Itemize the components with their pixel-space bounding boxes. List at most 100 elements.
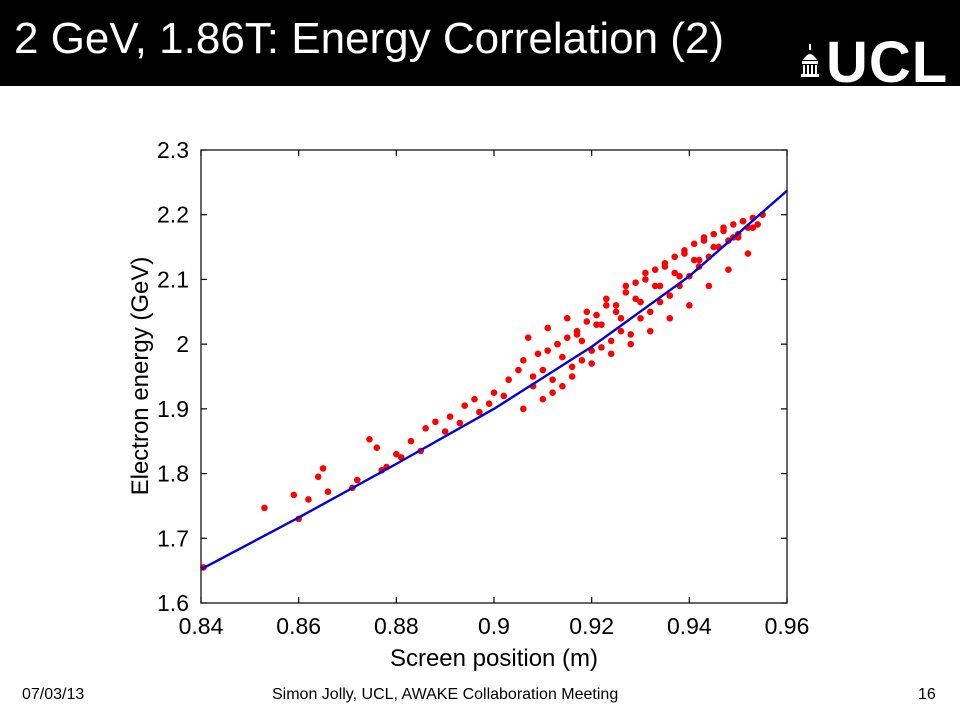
- data-point: [568, 373, 576, 380]
- x-tick-label: 0.94: [667, 613, 712, 639]
- data-point: [710, 230, 718, 238]
- x-tick-label: 0.86: [276, 613, 321, 639]
- data-point: [666, 314, 674, 322]
- slide-title: 2 GeV, 1.86T: Energy Correlation (2): [14, 14, 725, 63]
- data-point: [705, 282, 713, 290]
- data-point: [539, 366, 547, 374]
- data-point: [529, 373, 537, 380]
- data-point: [686, 302, 693, 309]
- data-point: [607, 337, 615, 345]
- data-point: [524, 334, 532, 341]
- data-point: [353, 476, 361, 484]
- data-point: [314, 473, 322, 481]
- data-point: [324, 488, 332, 495]
- data-point: [461, 402, 469, 409]
- data-point: [520, 357, 527, 364]
- data-point: [563, 334, 571, 341]
- data-point: [554, 340, 561, 348]
- scatter-chart: 0.84 0.86 0.88 0.9 0.92 0.94 0.96 1.6 1.7 1.8 1.9 2…: [127, 137, 809, 672]
- data-point: [642, 269, 649, 277]
- data-point: [578, 337, 586, 345]
- data-point: [456, 419, 464, 427]
- y-tick-label: 2.3: [157, 137, 189, 163]
- data-point: [373, 444, 381, 451]
- data-point: [393, 450, 400, 458]
- data-point: [559, 353, 566, 361]
- data-point: [671, 253, 678, 261]
- data-point: [671, 269, 678, 277]
- data-point: [729, 221, 737, 228]
- data-point: [622, 282, 630, 290]
- data-point: [485, 400, 493, 407]
- data-point: [539, 395, 547, 403]
- data-point: [637, 298, 644, 306]
- data-point: [471, 395, 478, 403]
- data-point: [583, 318, 591, 325]
- data-point: [407, 437, 415, 445]
- data-point: [515, 366, 522, 374]
- y-axis-label: Electron energy (GeV): [127, 257, 154, 496]
- data-point: [305, 496, 312, 503]
- data-point: [422, 424, 429, 432]
- data-point: [700, 237, 708, 244]
- data-point: [651, 266, 659, 274]
- data-point: [739, 217, 747, 225]
- data-point: [646, 308, 654, 316]
- data-point: [690, 240, 698, 248]
- data-point: [520, 405, 527, 413]
- ucl-logo: UCL: [800, 34, 948, 92]
- data-point: [578, 357, 586, 364]
- data-point: [593, 321, 600, 329]
- data-point: [710, 243, 718, 251]
- data-point: [622, 289, 630, 296]
- data-point: [661, 259, 669, 267]
- data-point: [617, 327, 625, 335]
- data-point: [612, 302, 620, 309]
- data-point: [666, 292, 674, 299]
- data-point: [544, 347, 552, 354]
- data-point: [505, 376, 512, 384]
- data-point: [549, 376, 556, 384]
- data-layer: [200, 189, 788, 571]
- title-bar: 2 GeV, 1.86T: Energy Correlation (2) UCL: [0, 0, 960, 92]
- data-point: [695, 256, 703, 264]
- x-axis-label: Screen position (m): [390, 645, 598, 672]
- y-tick-label: 1.6: [157, 590, 189, 616]
- data-point: [544, 324, 552, 332]
- x-tick-label: 0.9: [478, 613, 510, 639]
- data-point: [627, 340, 635, 348]
- data-point: [366, 435, 373, 443]
- data-point: [651, 282, 659, 290]
- data-point: [568, 363, 576, 371]
- data-point: [476, 408, 483, 416]
- footer-date: 07/03/13: [22, 686, 85, 703]
- data-point: [319, 465, 327, 472]
- y-tick-label: 1.9: [157, 396, 189, 422]
- y-tick-label: 2.2: [157, 202, 189, 228]
- data-point: [603, 302, 610, 309]
- data-point: [573, 331, 581, 338]
- data-point: [617, 314, 625, 322]
- data-point: [749, 224, 757, 231]
- data-point: [534, 350, 542, 358]
- y-tick-label: 2: [176, 331, 189, 357]
- data-point: [500, 392, 508, 400]
- data-point: [676, 272, 683, 280]
- data-point: [563, 314, 571, 322]
- data-point: [432, 418, 439, 426]
- data-point: [598, 344, 605, 351]
- data-point: [656, 282, 664, 290]
- data-point: [549, 389, 556, 396]
- data-point: [681, 247, 688, 254]
- data-point: [583, 308, 591, 316]
- x-tick-label: 0.92: [569, 613, 614, 639]
- data-point: [725, 266, 732, 274]
- data-point: [690, 256, 698, 264]
- y-tick-label: 2.1: [157, 266, 189, 292]
- data-point: [642, 276, 649, 283]
- data-point: [656, 298, 664, 306]
- data-point: [588, 360, 595, 367]
- data-point: [603, 295, 610, 303]
- data-point: [632, 279, 639, 286]
- data-point: [607, 350, 615, 358]
